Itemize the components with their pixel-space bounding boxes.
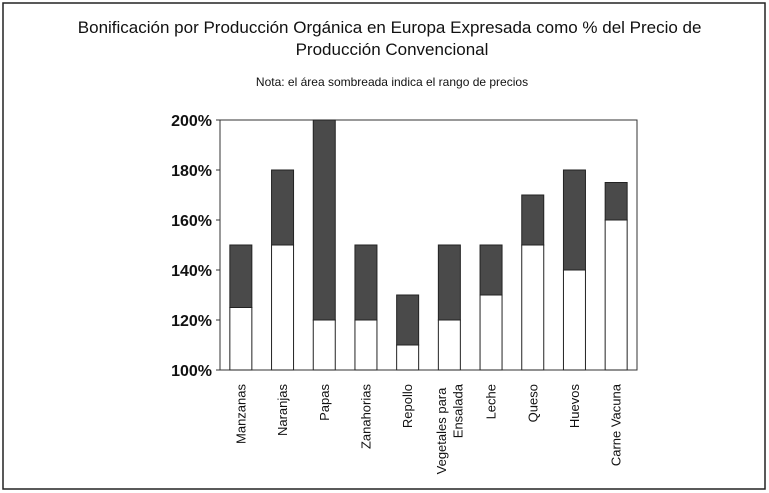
bar-segment: [437, 244, 461, 321]
x-tick-label: Leche: [484, 384, 499, 419]
bar-segment: [312, 119, 336, 321]
bar-segment: [396, 294, 420, 346]
plot-area: [219, 119, 638, 371]
chart-subtitle: Nota: el área sombreada indica el rango …: [256, 75, 528, 89]
bar-segment: [229, 244, 253, 308]
bar-segment: [521, 244, 545, 371]
bar-segment: [604, 182, 628, 221]
bar-segment: [479, 244, 503, 296]
bar-segment: [479, 294, 503, 371]
bar-segment: [562, 269, 586, 371]
x-tick-label: Zanahorias: [359, 384, 374, 450]
bar-segment: [271, 169, 295, 246]
bar-segment: [604, 219, 628, 371]
y-tick-label: 180%: [171, 163, 212, 180]
bar-segment: [229, 307, 253, 371]
x-tick-label: Huevos: [567, 384, 582, 429]
bar-segment: [271, 244, 295, 371]
bar-segment: [354, 319, 378, 371]
bar-segment: [562, 169, 586, 271]
y-tick-label: 140%: [171, 263, 212, 280]
y-tick-label: 160%: [171, 213, 212, 230]
y-tick-label: 120%: [171, 313, 212, 330]
bar-segment: [354, 244, 378, 321]
x-tick-label: Papas: [317, 384, 332, 421]
x-tick-label: Repollo: [400, 384, 415, 428]
x-tick-label: Queso: [525, 384, 540, 422]
chart-title: Bonificación por Producción Orgánica en …: [78, 18, 706, 59]
bar-segment: [437, 319, 461, 371]
bar-segment: [396, 344, 420, 371]
bar-segment: [312, 319, 336, 371]
bar-segment: [521, 194, 545, 246]
x-tick-label: Manzanas: [233, 384, 248, 444]
x-tick-label: Naranjas: [275, 384, 290, 437]
y-tick-label: 100%: [171, 363, 212, 380]
y-tick-label: 200%: [171, 113, 212, 130]
x-tick-label: Carne Vacuna: [609, 383, 624, 466]
x-tick-label: Vegetales para Ensalada: [434, 383, 465, 474]
